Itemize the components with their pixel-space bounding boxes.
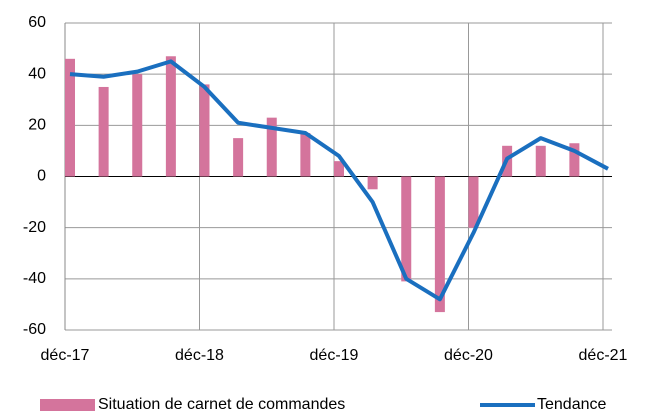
x-tick-label: déc-17	[41, 347, 90, 364]
y-tick-label: 20	[28, 117, 46, 134]
bar	[132, 74, 143, 177]
legend-label: Tendance	[537, 396, 606, 413]
bar	[233, 138, 244, 177]
x-tick-label: déc-21	[579, 347, 628, 364]
y-tick-label: -20	[23, 219, 46, 236]
y-tick-label: -40	[23, 270, 46, 287]
legend-swatch	[40, 399, 95, 411]
x-tick-label: déc-19	[310, 347, 359, 364]
bar	[569, 143, 580, 177]
y-tick-label: -60	[23, 321, 46, 338]
y-tick-label: 60	[28, 14, 46, 31]
bar	[165, 56, 176, 177]
y-tick-label: 40	[28, 65, 46, 82]
legend-label: Situation de carnet de commandes	[98, 396, 345, 413]
bar	[266, 117, 277, 177]
trend-line	[69, 59, 609, 302]
bar	[334, 161, 344, 177]
x-tick-label: déc-18	[175, 347, 224, 364]
bar	[434, 176, 445, 313]
bar	[199, 84, 210, 177]
y-tick-label: 0	[37, 168, 46, 185]
bar	[535, 145, 546, 177]
bar	[65, 58, 75, 177]
x-tick-label: déc-20	[444, 347, 493, 364]
bar	[98, 86, 109, 177]
bar	[367, 176, 378, 190]
bar	[300, 133, 311, 177]
bar	[468, 176, 479, 228]
bar	[401, 176, 412, 282]
